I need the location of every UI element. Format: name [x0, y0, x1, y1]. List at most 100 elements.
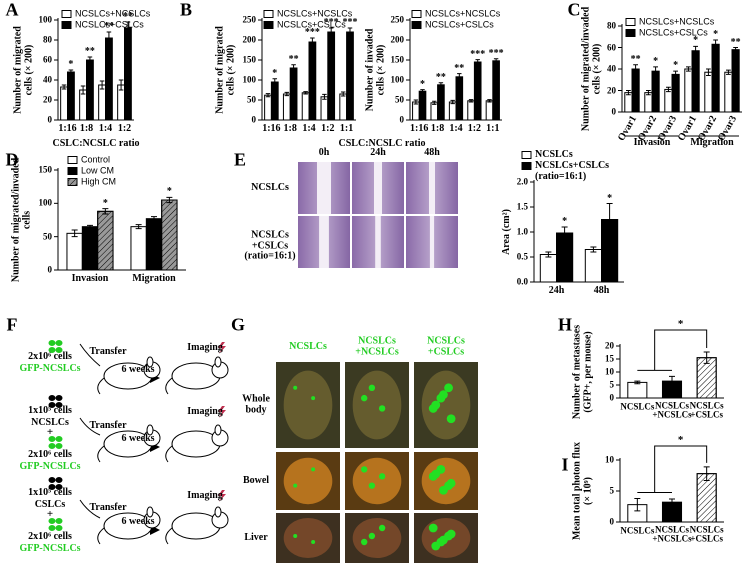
y-tick-label: 200 [390, 34, 405, 45]
legend-swatch [67, 156, 78, 164]
significance-mark: ** [103, 20, 114, 32]
x-tick-label: 1:2 [117, 122, 132, 134]
x-tick-label: NCSLCs +CSLCs [689, 524, 724, 544]
error-bar [135, 224, 142, 230]
error-bar [106, 31, 112, 45]
bar [66, 232, 83, 271]
error-bar [673, 70, 678, 79]
error-bar [87, 224, 93, 229]
panel-label: F [6, 314, 18, 335]
cell-icon [55, 395, 63, 401]
legend-label: NCSLCs+NCSLCs [277, 8, 353, 19]
y-tick-label: 0 [609, 516, 615, 527]
error-bar [265, 93, 271, 98]
x-tick-label: 24h [548, 284, 565, 296]
bar [282, 93, 291, 121]
significance-mark: * [713, 28, 719, 40]
error-bar [413, 99, 419, 105]
mouse-tail [97, 445, 105, 463]
gfp-signal [378, 473, 386, 480]
x-tick-label: 1:1 [486, 122, 500, 134]
readout-label: Imaging [187, 489, 223, 501]
gfp-signal [361, 538, 368, 546]
y-axis-label: Mean total photon flux (× 10⁹) [571, 441, 594, 541]
significance-mark: ** [630, 53, 641, 65]
error-bar [303, 91, 308, 95]
bar [81, 226, 99, 271]
bar [320, 96, 329, 121]
significance-mark: * [653, 55, 659, 67]
mouse-tail [165, 445, 173, 463]
panel-label: E [233, 149, 247, 170]
error-bar [68, 69, 74, 75]
mouse-ear [146, 506, 154, 518]
scratch-gap [374, 162, 382, 214]
legend-swatch [263, 10, 274, 18]
panel-label: I [561, 454, 569, 475]
bar [684, 68, 693, 113]
imaging-icon [218, 342, 226, 354]
bar [539, 254, 557, 283]
error-bar [653, 66, 658, 76]
bar [270, 81, 279, 121]
cell-type: GFP-NCSLCs [19, 460, 81, 472]
x-tick-label: NCSLCs +NCSLCs [652, 400, 692, 420]
y-tick-label: 5 [609, 379, 615, 390]
legend-label: NCSLCs [535, 148, 573, 160]
error-bar [340, 91, 346, 97]
error-bar [666, 86, 671, 93]
error-bar [80, 85, 86, 95]
panel-label: G [230, 314, 246, 335]
bar [492, 60, 500, 121]
column-label: 0h [318, 146, 330, 158]
tissue [283, 370, 333, 440]
y-tick-label: 50 [247, 94, 256, 105]
y-tick-label: 0 [251, 114, 257, 125]
scratch-gap [375, 216, 381, 268]
significance-mark: * [673, 59, 679, 71]
gfp-signal [446, 478, 456, 488]
legend-label: NCSLCs+NCSLCs [75, 8, 151, 19]
error-bar [634, 380, 641, 385]
error-bar [438, 82, 444, 88]
bar [671, 73, 680, 113]
error-bar [420, 89, 425, 94]
error-bar [457, 73, 462, 81]
significance-mark: *** [470, 48, 486, 60]
gfp-signal [368, 482, 376, 489]
gfp-signal [293, 483, 298, 488]
legend-label: Control [81, 154, 111, 165]
significance-bracket [637, 329, 708, 371]
significance-mark: ** [84, 45, 95, 57]
x-tick-label: 1:4 [98, 122, 113, 134]
y-axis-label: Number of invaded cells (× 200) [364, 28, 387, 112]
row-label: Whole body [242, 393, 270, 415]
cell-count: 1x10⁵ cells [28, 404, 72, 416]
y-tick-label: 15 [605, 353, 614, 364]
significance-mark: *** [488, 47, 504, 59]
x-tick-label: NCSLCs +NCSLCs [652, 524, 692, 544]
significance-mark: * [102, 197, 108, 209]
significance-mark: *** [342, 16, 358, 28]
legend-swatch [411, 10, 422, 18]
x-axis-label: CSLC:NCSLC ratio [52, 137, 140, 149]
cell-type: GFP-NCSLCs [19, 362, 81, 374]
bar [301, 92, 310, 121]
error-bar [99, 80, 105, 90]
cell-icon [48, 525, 56, 531]
mouse-tail [97, 527, 105, 545]
error-bar [310, 37, 315, 47]
x-tick-label: 1:2 [467, 122, 482, 134]
significance-mark: ** [122, 10, 133, 22]
injection-line [79, 499, 101, 519]
plus: + [46, 426, 54, 439]
scratch-gap [429, 216, 435, 268]
error-bar [475, 59, 480, 65]
y-tick-label: 1.0 [516, 226, 528, 237]
bar [651, 70, 660, 113]
bar [644, 92, 653, 113]
gfp-signal [311, 540, 316, 544]
error-bar [71, 229, 78, 238]
